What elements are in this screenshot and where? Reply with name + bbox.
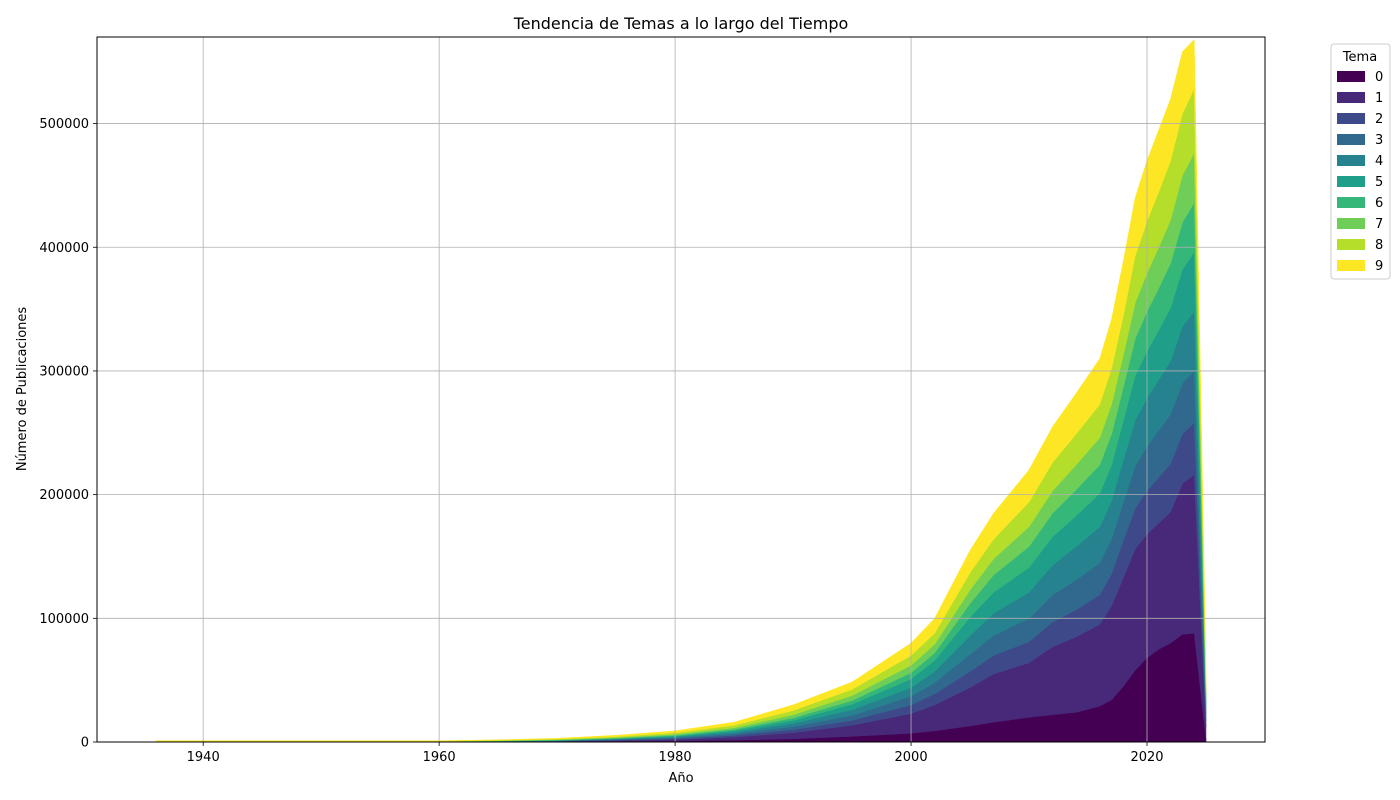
x-axis-label: Año — [668, 771, 693, 786]
x-tick-label: 1980 — [659, 750, 692, 765]
legend-label-0: 0 — [1375, 70, 1383, 85]
legend-swatch-2 — [1337, 113, 1365, 124]
legend-swatch-7 — [1337, 218, 1365, 229]
y-tick-label: 500000 — [39, 117, 89, 132]
legend-swatch-8 — [1337, 239, 1365, 250]
y-tick-label: 100000 — [39, 612, 89, 627]
legend-label-9: 9 — [1375, 259, 1383, 274]
legend-swatch-5 — [1337, 176, 1365, 187]
legend-swatch-4 — [1337, 155, 1365, 166]
y-axis-label: Número de Publicaciones — [15, 307, 30, 472]
legend-label-2: 2 — [1375, 112, 1383, 127]
area-series-9 — [155, 38, 1207, 742]
chart-title: Tendencia de Temas a lo largo del Tiempo — [513, 14, 849, 33]
y-tick-label: 300000 — [39, 364, 89, 379]
plot-area — [96, 36, 1266, 743]
legend-title: Tema — [1342, 50, 1377, 65]
y-tick-label: 0 — [81, 736, 89, 751]
x-axis: 1940 1960 1980 2000 2020 — [187, 742, 1164, 765]
y-tick-label: 400000 — [39, 241, 89, 256]
legend-label-7: 7 — [1375, 217, 1383, 232]
y-tick-label: 200000 — [39, 488, 89, 503]
legend-items: 0 1 2 3 4 5 6 7 8 9 — [1337, 70, 1383, 274]
legend: Tema 0 1 2 3 4 5 6 7 8 9 — [1330, 43, 1391, 280]
legend-label-8: 8 — [1375, 238, 1383, 253]
legend-label-4: 4 — [1375, 154, 1383, 169]
y-axis: 0 100000 200000 300000 400000 500000 — [39, 117, 97, 751]
legend-label-6: 6 — [1375, 196, 1383, 211]
area-layers — [155, 38, 1207, 743]
legend-swatch-6 — [1337, 197, 1365, 208]
legend-label-5: 5 — [1375, 175, 1383, 190]
legend-swatch-3 — [1337, 134, 1365, 145]
x-tick-label: 2000 — [895, 750, 928, 765]
legend-swatch-0 — [1337, 71, 1365, 82]
x-tick-label: 2020 — [1130, 750, 1163, 765]
legend-swatch-1 — [1337, 92, 1365, 103]
legend-swatch-9 — [1337, 260, 1365, 271]
x-tick-label: 1960 — [423, 750, 456, 765]
legend-label-3: 3 — [1375, 133, 1383, 148]
legend-label-1: 1 — [1375, 91, 1383, 106]
x-tick-label: 1940 — [187, 750, 220, 765]
plot-frame — [96, 36, 1266, 743]
